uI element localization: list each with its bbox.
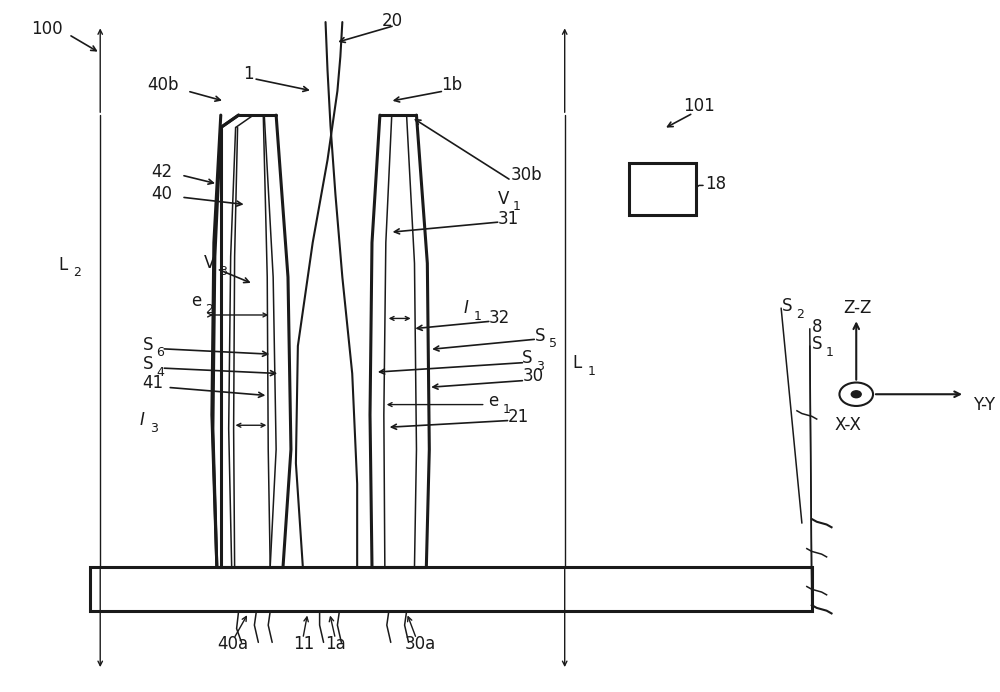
Text: 1: 1: [502, 403, 510, 416]
Text: 6: 6: [157, 347, 164, 359]
Text: 30: 30: [522, 367, 543, 385]
Text: 1: 1: [587, 365, 595, 378]
Text: 42: 42: [152, 163, 173, 181]
Text: 18: 18: [705, 175, 726, 193]
Text: 100: 100: [31, 20, 63, 38]
Text: 21: 21: [507, 408, 529, 426]
Text: 5: 5: [549, 338, 557, 350]
Text: 1: 1: [474, 310, 482, 323]
Text: 11: 11: [293, 635, 314, 653]
Text: 4: 4: [157, 365, 164, 379]
Text: V: V: [498, 190, 509, 208]
Text: 40: 40: [152, 185, 173, 203]
Text: 30a: 30a: [405, 635, 436, 653]
Text: 1: 1: [512, 200, 520, 213]
Text: S: S: [535, 327, 546, 345]
Text: S: S: [812, 335, 822, 353]
Text: V: V: [204, 254, 215, 272]
Text: S: S: [522, 349, 533, 367]
Text: 3: 3: [150, 421, 158, 435]
Text: 8: 8: [812, 318, 822, 336]
Text: e: e: [191, 292, 201, 310]
Text: 3: 3: [536, 360, 544, 373]
Text: 1a: 1a: [326, 635, 346, 653]
Text: 1: 1: [244, 65, 254, 83]
Text: 40a: 40a: [217, 635, 248, 653]
Text: 40b: 40b: [148, 77, 179, 95]
Text: 1: 1: [826, 346, 833, 358]
Text: 1b: 1b: [441, 77, 462, 95]
Text: 2: 2: [205, 303, 213, 316]
Text: L: L: [59, 255, 68, 273]
Text: Y-Y: Y-Y: [973, 396, 995, 414]
Text: 30b: 30b: [510, 166, 542, 184]
Text: e: e: [489, 392, 499, 410]
Text: S: S: [143, 355, 153, 373]
Circle shape: [851, 391, 861, 398]
Text: 3: 3: [219, 265, 227, 278]
Text: I: I: [140, 411, 145, 429]
Text: X-X: X-X: [835, 417, 861, 435]
Text: L: L: [573, 354, 582, 372]
Text: 41: 41: [143, 374, 164, 392]
Text: I: I: [464, 299, 469, 317]
Text: S: S: [782, 297, 793, 315]
Text: 31: 31: [498, 210, 519, 228]
Text: 20: 20: [382, 12, 403, 30]
Text: 2: 2: [796, 308, 804, 321]
Text: 2: 2: [74, 266, 81, 280]
Text: S: S: [143, 336, 153, 354]
Bar: [629, 163, 696, 215]
Bar: [90, 567, 812, 611]
Text: 101: 101: [683, 97, 715, 115]
Text: Z-Z: Z-Z: [843, 299, 872, 317]
Text: 32: 32: [489, 309, 510, 327]
